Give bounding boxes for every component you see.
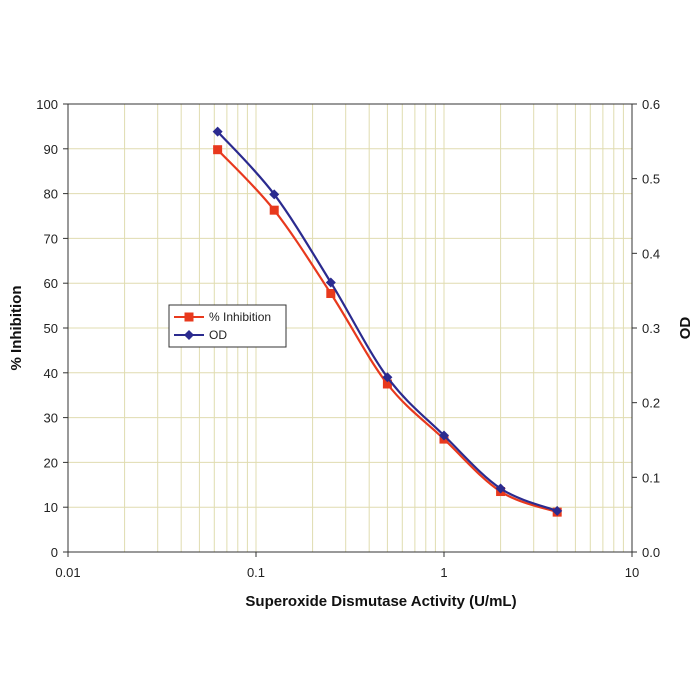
legend-marker-inhibition xyxy=(184,312,194,322)
y2-tick-label: 0.3 xyxy=(642,321,660,336)
y-tick-label: 50 xyxy=(44,321,58,336)
x-tick-label: 1 xyxy=(440,565,447,580)
legend-box xyxy=(168,304,287,348)
y2-tick-label: 0.2 xyxy=(642,396,660,411)
y-tick-label: 10 xyxy=(44,500,58,515)
data-point-od xyxy=(269,189,280,200)
data-point-od xyxy=(495,483,506,494)
y-tick-label: 80 xyxy=(44,187,58,202)
y2-tick-label: 0.4 xyxy=(642,246,660,261)
y-tick-label: 60 xyxy=(44,276,58,291)
x-tick-label: 0.01 xyxy=(55,565,80,580)
data-point-od xyxy=(439,430,449,441)
data-point-inhibition xyxy=(213,145,223,155)
legend-label-inhibition: % Inhibition xyxy=(209,310,271,324)
y-tick-label: 30 xyxy=(44,411,58,426)
data-point-od xyxy=(552,505,563,516)
y2-tick-label: 0.1 xyxy=(642,470,660,485)
legend: % Inhibition OD xyxy=(168,304,287,348)
data-point-od xyxy=(212,126,223,137)
y2-tick-label: 0.0 xyxy=(642,545,660,560)
axes xyxy=(63,103,637,557)
data-point-od xyxy=(325,277,336,288)
x-tick-label: 0.1 xyxy=(247,565,265,580)
y2-tick-label: 0.5 xyxy=(642,172,660,187)
data-point-od xyxy=(382,372,393,383)
data-point-inhibition xyxy=(382,379,392,389)
grid xyxy=(68,104,632,552)
series-layer xyxy=(212,126,563,517)
legend-label-od: OD xyxy=(209,328,227,342)
y-tick-label: 0 xyxy=(51,545,58,560)
y-tick-label: 20 xyxy=(44,455,58,470)
y2-tick-label: 0.6 xyxy=(642,97,660,112)
tick-labels: 0 10 20 30 40 50 60 70 80 90 100 0.0 0.1 0.2 0.3 0.4 0.5… xyxy=(36,97,660,580)
data-point-inhibition xyxy=(326,289,336,299)
legend-marker-od xyxy=(184,330,194,340)
y-tick-label: 70 xyxy=(44,231,58,246)
x-tick-label: 10 xyxy=(625,565,639,580)
y-tick-label: 100 xyxy=(36,97,58,112)
y-axis-title: % Inhibition xyxy=(8,286,25,371)
y-tick-label: 40 xyxy=(44,366,58,381)
data-point-inhibition xyxy=(269,205,279,215)
x-axis-title: Superoxide Dismutase Activity (U/mL) xyxy=(245,593,516,610)
y-tick-label: 90 xyxy=(44,142,58,157)
y2-axis-title: OD xyxy=(677,317,694,340)
